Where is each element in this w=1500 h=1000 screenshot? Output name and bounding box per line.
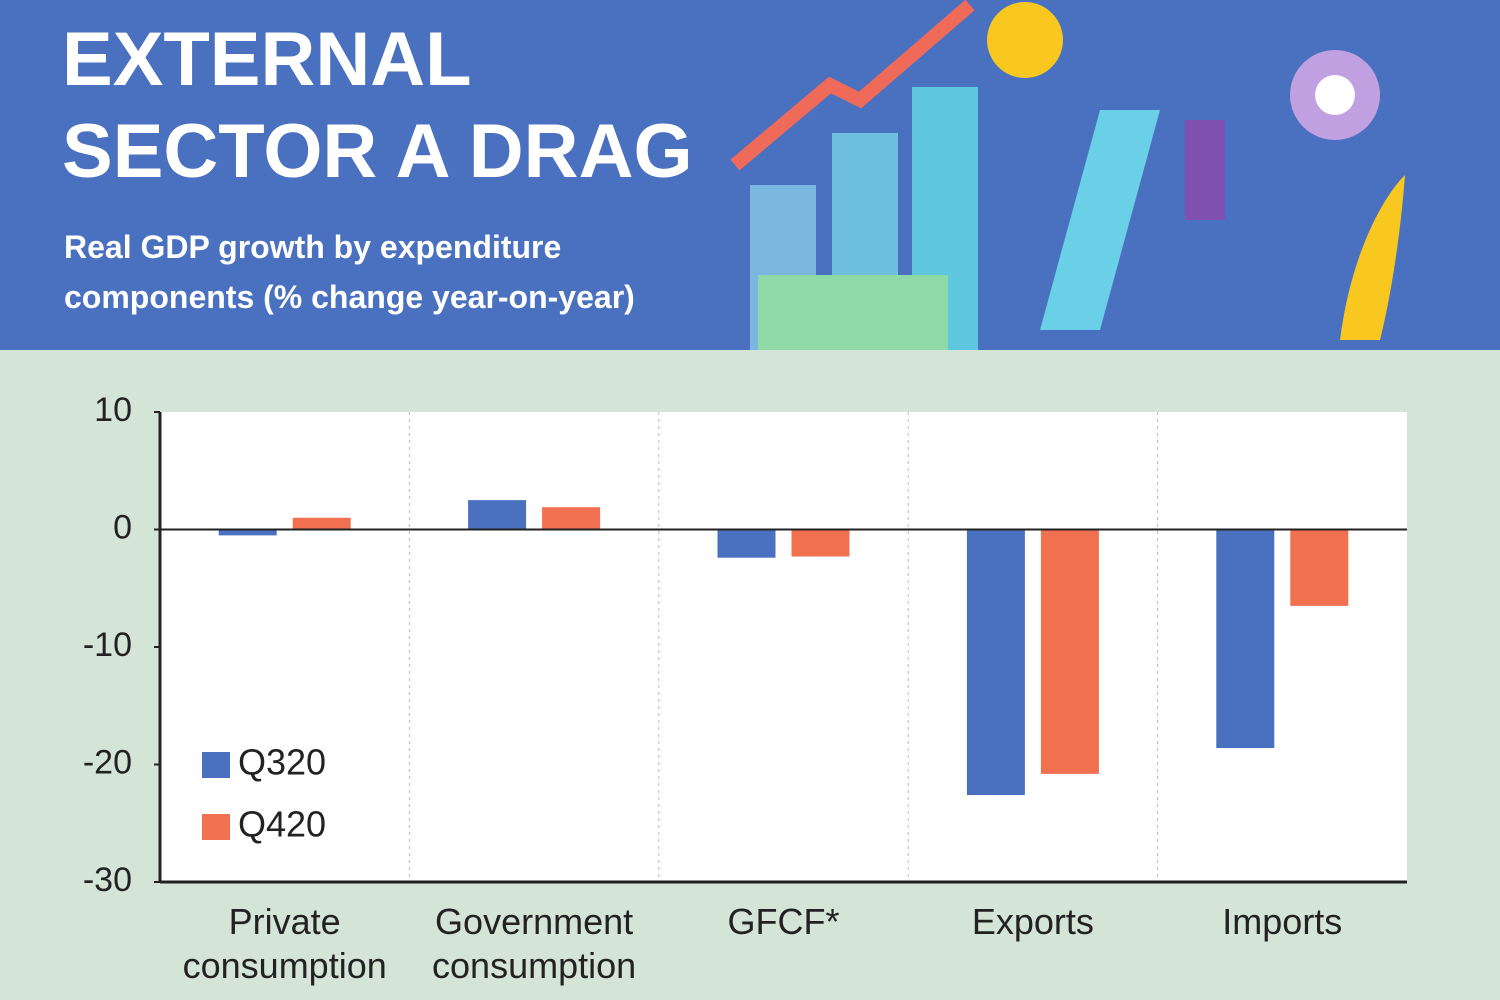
y-tick-label: -20: [83, 743, 132, 781]
bar: [292, 517, 351, 530]
title: EXTERNAL SECTOR A DRAG: [62, 17, 693, 194]
legend-swatch: [202, 752, 230, 778]
bar: [1216, 529, 1275, 749]
plot-area: [160, 412, 1407, 882]
bar: [468, 500, 527, 530]
x-tick-label: Exports: [971, 901, 1094, 942]
legend-swatch: [202, 814, 230, 840]
header: EXTERNAL SECTOR A DRAG Real GDP growth b…: [0, 0, 1500, 350]
y-tick-label: 0: [113, 508, 132, 546]
bar: [717, 529, 776, 558]
deco-arrow: [730, 0, 975, 171]
deco-coin: [987, 2, 1063, 78]
legend-label: Q420: [238, 804, 326, 845]
bar: [1290, 529, 1349, 606]
x-tick-label: GFCF*: [727, 901, 840, 942]
y-tick-label: -30: [83, 861, 132, 899]
deco-person: [1185, 120, 1225, 220]
deco-leaf: [1340, 175, 1405, 340]
y-tick-label: -10: [83, 626, 132, 664]
bar: [218, 529, 277, 536]
y-tick-label: 10: [94, 391, 132, 429]
bar: [542, 507, 601, 530]
deco-target: [1315, 75, 1355, 115]
bar: [791, 529, 850, 557]
bar: [966, 529, 1025, 796]
subtitle: Real GDP growth by expenditure component…: [64, 229, 635, 315]
deco-bar: [1040, 110, 1160, 330]
deco-money: [758, 275, 948, 350]
bar: [1040, 529, 1099, 774]
x-tick-label: Government consumption: [432, 901, 637, 986]
x-tick-label: Imports: [1222, 901, 1343, 942]
legend-label: Q320: [238, 742, 326, 783]
x-tick-label: Private consumption: [182, 901, 387, 986]
illustration: [730, 0, 1405, 350]
